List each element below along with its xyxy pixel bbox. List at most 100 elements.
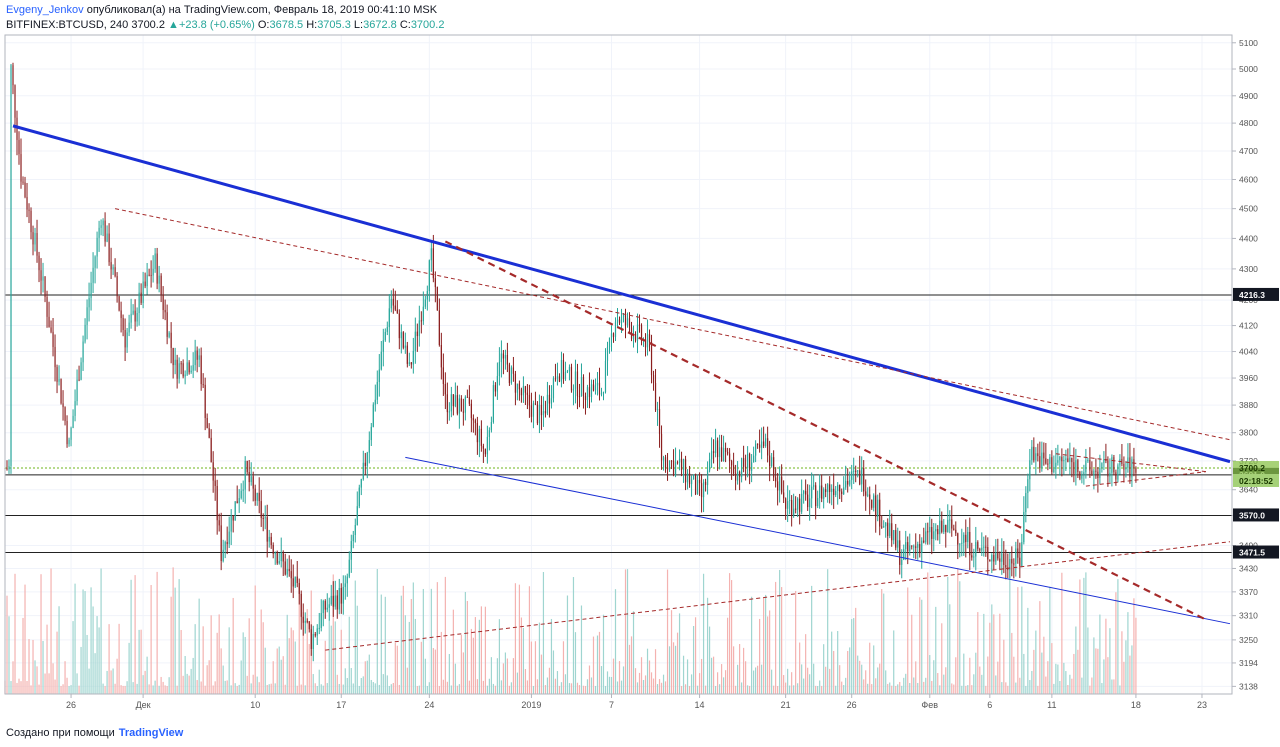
- candle-body: [414, 331, 416, 351]
- candle-body: [432, 248, 434, 279]
- volume-bar: [324, 640, 326, 694]
- candle-body: [1021, 542, 1023, 567]
- candle-body: [74, 401, 76, 416]
- candle-body: [600, 393, 603, 395]
- volume-bar: [751, 596, 753, 694]
- candle-body: [947, 519, 949, 533]
- candle-body: [1031, 446, 1033, 461]
- volume-bar: [738, 644, 741, 694]
- candle-body: [366, 452, 368, 466]
- volume-bar: [420, 641, 422, 694]
- volume-bar: [128, 642, 130, 694]
- candle-body: [266, 517, 268, 542]
- volume-bar: [142, 675, 144, 694]
- volume-bar: [1133, 598, 1135, 694]
- candle-body: [200, 355, 202, 385]
- candle-body: [1053, 469, 1055, 473]
- candle-body: [528, 394, 531, 406]
- volume-bar: [510, 682, 513, 694]
- volume-bar: [382, 674, 384, 694]
- candle-body: [554, 378, 557, 380]
- candle-body: [692, 475, 695, 480]
- volume-bar: [380, 594, 382, 694]
- candle-body: [258, 492, 260, 502]
- candle-body: [284, 561, 286, 575]
- volume-bar: [807, 667, 809, 694]
- candle-body: [1063, 459, 1065, 462]
- volume-bar: [598, 631, 601, 694]
- candle-body: [534, 403, 537, 405]
- volume-bar: [809, 674, 811, 694]
- volume-bar: [274, 683, 276, 694]
- candle-body: [50, 327, 52, 332]
- candle-body: [224, 542, 226, 550]
- candle-body: [300, 593, 302, 617]
- volume-bar: [262, 622, 264, 694]
- volume-bar: [1063, 662, 1065, 694]
- candle-body: [668, 460, 671, 470]
- candle-body: [712, 451, 715, 454]
- volume-bar: [526, 680, 529, 694]
- volume-bar: [418, 685, 420, 694]
- candle-body: [901, 559, 903, 565]
- volume-bar: [606, 671, 609, 694]
- candle-body: [154, 253, 156, 269]
- candle-body: [290, 571, 292, 579]
- candle-body: [871, 499, 873, 508]
- candle-body: [474, 420, 476, 423]
- candle-body: [60, 379, 62, 404]
- candle-body: [56, 367, 58, 382]
- volume-bar: [763, 597, 765, 694]
- x-tick-label: 11: [1047, 700, 1056, 710]
- volume-bar: [650, 672, 653, 694]
- volume-bar: [530, 641, 533, 694]
- volume-bar: [979, 666, 981, 694]
- volume-bar: [690, 674, 693, 694]
- volume-bar: [945, 667, 947, 694]
- volume-bar: [400, 595, 402, 694]
- close-label: C:: [399, 19, 411, 31]
- candle-body: [1125, 467, 1127, 470]
- high-value: 3705.3: [317, 19, 351, 31]
- tradingview-logo[interactable]: TradingView: [118, 727, 184, 739]
- candle-body: [1005, 565, 1007, 568]
- volume-bar: [106, 670, 108, 694]
- volume-bar: [416, 685, 418, 694]
- candle-body: [310, 629, 312, 649]
- volume-bar: [132, 682, 134, 694]
- volume-bar: [957, 567, 959, 694]
- candle-body: [468, 397, 470, 404]
- candle-body: [320, 613, 322, 628]
- volume-bar: [1113, 679, 1115, 694]
- volume-bar: [498, 619, 501, 694]
- volume-bar: [1125, 640, 1127, 694]
- candle-body: [690, 479, 693, 485]
- volume-bar: [1009, 566, 1011, 694]
- volume-bar: [745, 661, 747, 694]
- volume-bar: [340, 629, 342, 694]
- time-axis[interactable]: 26 Дек 10 17 24 2019 7 14 21 26 Фев 6 11 18 23: [66, 694, 1207, 710]
- volume-bar: [921, 599, 923, 694]
- candle-body: [969, 531, 971, 556]
- volume-bar: [847, 650, 849, 694]
- volume-bar: [176, 685, 178, 694]
- candle-body: [116, 276, 118, 297]
- candle-body: [839, 485, 841, 492]
- candle-body: [991, 554, 993, 562]
- volume-bar: [232, 597, 234, 694]
- candle-body: [286, 569, 288, 575]
- author-link[interactable]: Evgeny_Jenkov: [6, 4, 84, 16]
- volume-bar: [338, 683, 340, 694]
- y-tick-label: 3800: [1239, 428, 1258, 438]
- volume-bar: [1057, 664, 1059, 694]
- volume-bar: [811, 585, 813, 694]
- volume-bar: [656, 684, 659, 694]
- candle-body: [634, 333, 637, 341]
- x-tick-label: 14: [695, 700, 705, 710]
- candle-body: [588, 387, 591, 397]
- y-tick-label: 4700: [1239, 146, 1258, 156]
- candle-body: [16, 117, 18, 140]
- price-axis[interactable]: 3138319432503310337034303490357036403720…: [1232, 38, 1258, 692]
- volume-bar: [841, 681, 843, 694]
